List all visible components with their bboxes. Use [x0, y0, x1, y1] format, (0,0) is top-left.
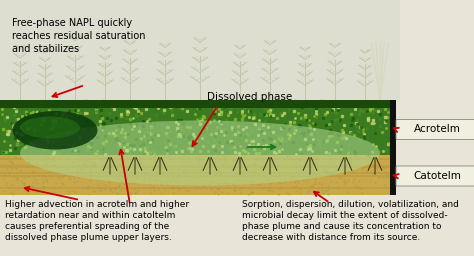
Ellipse shape	[20, 121, 380, 186]
Bar	[0, 172, 390, 174]
Text: Sorption, dispersion, dilution, volatilization, and
microbial decay limit the ex: Sorption, dispersion, dilution, volatili…	[242, 200, 459, 242]
Bar	[0, 155, 390, 195]
Bar	[0, 100, 390, 155]
Bar	[0, 166, 390, 168]
Text: Free-phase NAPL quickly
reaches residual saturation
and stabilizes: Free-phase NAPL quickly reaches residual…	[12, 18, 146, 55]
Bar	[0, 100, 390, 108]
Text: Catotelm: Catotelm	[413, 171, 461, 181]
Ellipse shape	[12, 111, 98, 150]
Bar	[0, 165, 390, 166]
Text: Higher advection in acrotelm and higher
retardation near and within catoltelm
ca: Higher advection in acrotelm and higher …	[5, 200, 189, 242]
Bar	[0, 187, 390, 189]
Bar	[390, 100, 396, 195]
Bar	[0, 175, 390, 177]
Text: Dissolved phase: Dissolved phase	[207, 92, 292, 102]
FancyBboxPatch shape	[396, 166, 474, 186]
Text: Acrotelm: Acrotelm	[413, 124, 460, 134]
Bar	[0, 0, 400, 100]
FancyBboxPatch shape	[396, 120, 474, 140]
Bar	[0, 158, 390, 160]
Ellipse shape	[20, 116, 80, 138]
